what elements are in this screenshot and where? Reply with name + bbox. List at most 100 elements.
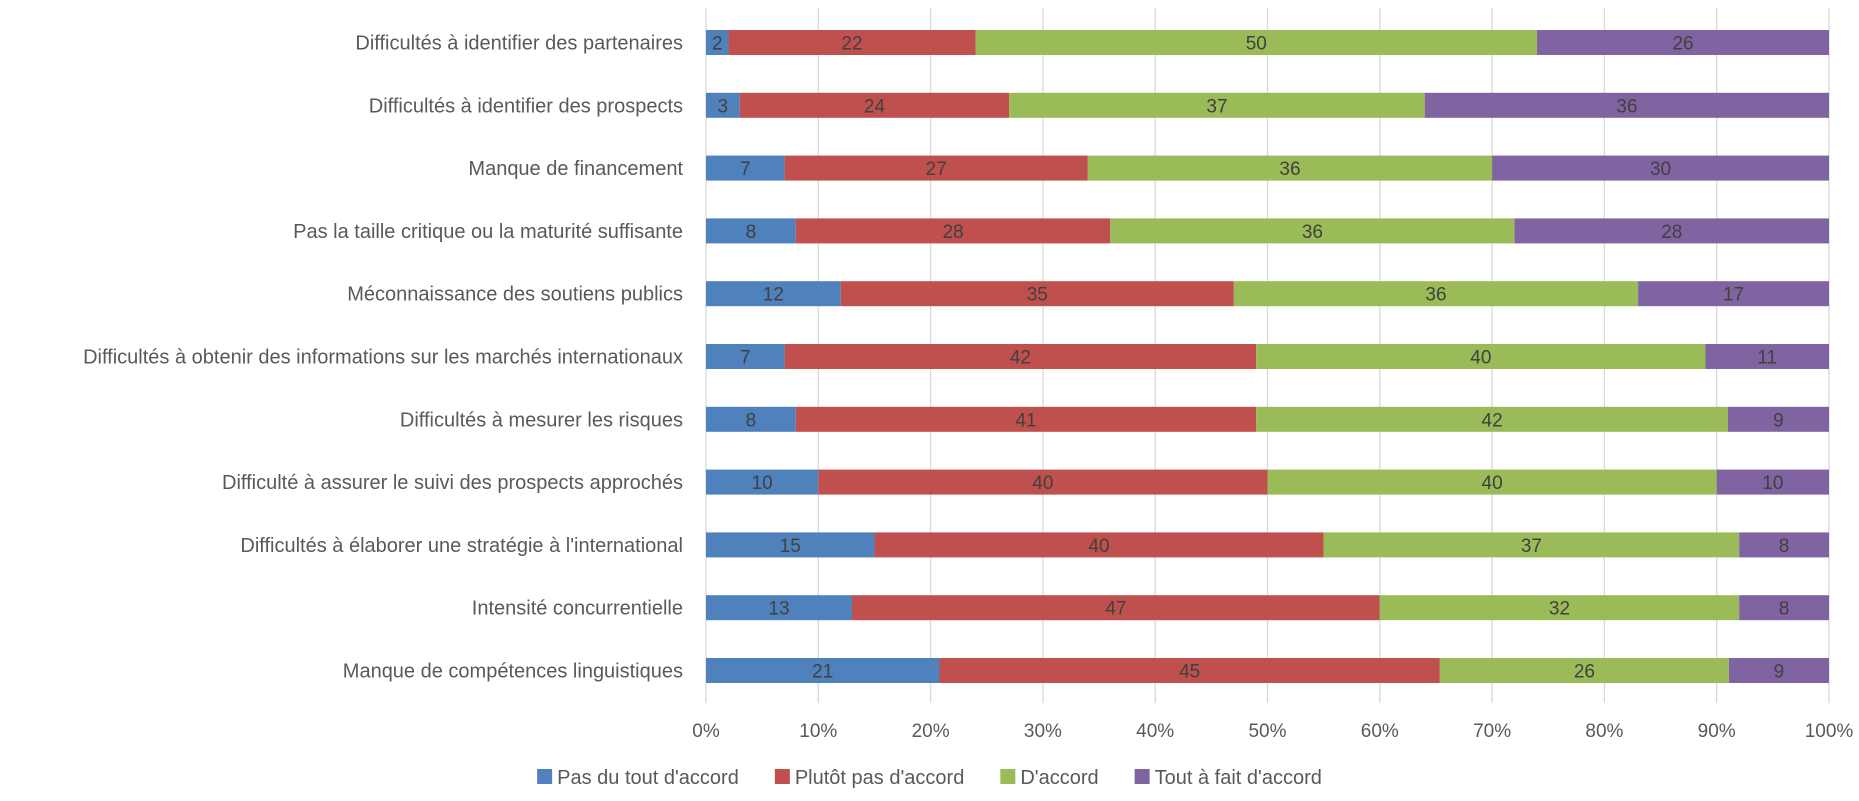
x-tick-label: 30% bbox=[1024, 721, 1062, 742]
legend-item: Plutôt pas d'accord bbox=[774, 767, 964, 789]
bar-segment bbox=[706, 658, 940, 683]
legend-label: Plutôt pas d'accord bbox=[795, 767, 964, 789]
legend-item: Tout à fait d'accord bbox=[1134, 767, 1322, 789]
x-tick-label: 20% bbox=[912, 721, 950, 742]
bar-row: 8 28 36 28 bbox=[706, 218, 1829, 244]
bar-segment bbox=[706, 406, 796, 432]
bar-segment bbox=[784, 155, 1088, 181]
bar-segment bbox=[1379, 595, 1740, 621]
category-labels: Difficultés à identifier des partenaires… bbox=[83, 33, 683, 683]
bar-segment bbox=[706, 218, 796, 244]
bar-segment bbox=[939, 658, 1440, 683]
bar-segment bbox=[706, 30, 729, 55]
data-label: 21 bbox=[812, 662, 833, 683]
x-tick-label: 60% bbox=[1361, 721, 1399, 742]
category-label: Difficultés à identifier des prospects bbox=[369, 95, 683, 117]
data-label: 36 bbox=[1279, 159, 1300, 180]
x-tick-label: 80% bbox=[1585, 721, 1623, 742]
bar-row: 21 45 26 9 bbox=[706, 658, 1829, 683]
legend-item: Pas du tout d'accord bbox=[537, 767, 739, 789]
data-label: 15 bbox=[780, 536, 801, 557]
data-label: 26 bbox=[1672, 34, 1693, 55]
bar-row: 7 27 36 30 bbox=[706, 155, 1829, 181]
x-tick-label: 40% bbox=[1136, 721, 1174, 742]
data-label: 2 bbox=[712, 34, 723, 55]
x-tick-label: 10% bbox=[799, 721, 837, 742]
bar-segment bbox=[1110, 218, 1515, 244]
bar-segment bbox=[706, 155, 785, 181]
bar-segment bbox=[1537, 30, 1829, 55]
data-label: 40 bbox=[1470, 348, 1491, 369]
bar-segment bbox=[851, 595, 1380, 621]
data-label: 50 bbox=[1246, 34, 1267, 55]
legend-swatch bbox=[1134, 769, 1150, 784]
data-label: 27 bbox=[926, 159, 947, 180]
data-label: 45 bbox=[1179, 662, 1200, 683]
category-label: Pas la taille critique ou la maturité su… bbox=[293, 221, 683, 243]
legend-swatch bbox=[537, 769, 553, 784]
category-label: Difficultés à obtenir des informations s… bbox=[83, 347, 683, 369]
x-axis-tick-labels: 0% 10% 20% 30% 40% 50% 60% 70% 80% 90% 100% bbox=[692, 721, 1853, 742]
data-label: 17 bbox=[1723, 285, 1744, 306]
data-label: 10 bbox=[752, 473, 773, 494]
bar-segment bbox=[795, 406, 1257, 432]
data-label: 9 bbox=[1774, 662, 1785, 683]
x-tick-label: 0% bbox=[692, 721, 720, 742]
data-label: 3 bbox=[718, 96, 729, 117]
category-label: Manque de financement bbox=[468, 158, 683, 180]
data-label: 24 bbox=[864, 96, 886, 117]
bar-segment bbox=[1256, 344, 1706, 369]
data-label: 7 bbox=[740, 348, 751, 369]
data-label: 32 bbox=[1549, 599, 1570, 620]
bar-segment bbox=[706, 595, 852, 621]
data-label: 40 bbox=[1032, 473, 1053, 494]
data-label: 8 bbox=[746, 222, 757, 243]
bar-row: 8 41 42 9 bbox=[706, 406, 1829, 432]
data-label: 37 bbox=[1521, 536, 1542, 557]
bar-segment bbox=[784, 344, 1257, 369]
bar-segment bbox=[1267, 469, 1717, 495]
bar-segment bbox=[818, 469, 1268, 495]
bar-segment bbox=[706, 469, 819, 495]
data-label: 11 bbox=[1757, 348, 1777, 369]
bar-row: 10 40 40 10 bbox=[706, 469, 1829, 495]
data-label: 9 bbox=[1773, 410, 1784, 431]
legend-item: D'accord bbox=[1000, 767, 1099, 789]
data-label: 37 bbox=[1206, 96, 1227, 117]
data-label: 36 bbox=[1302, 222, 1323, 243]
category-label: Intensité concurrentielle bbox=[472, 598, 683, 620]
bar-row: 12 35 36 17 bbox=[706, 281, 1829, 307]
category-label: Manque de compétences linguistiques bbox=[343, 661, 683, 683]
data-label: 10 bbox=[1762, 473, 1783, 494]
legend-label: D'accord bbox=[1020, 767, 1098, 789]
legend-swatch bbox=[774, 769, 790, 784]
bar-row: 13 47 32 8 bbox=[706, 595, 1829, 621]
data-label: 40 bbox=[1482, 473, 1503, 494]
category-label: Méconnaissance des soutiens publics bbox=[347, 284, 683, 306]
data-label: 30 bbox=[1650, 159, 1671, 180]
data-label: 8 bbox=[746, 410, 757, 431]
bar-segment bbox=[1439, 658, 1729, 683]
legend-swatch bbox=[1000, 769, 1016, 784]
data-label: 8 bbox=[1779, 536, 1790, 557]
data-label: 47 bbox=[1105, 599, 1126, 620]
bar-segment bbox=[706, 532, 875, 558]
bar-segment bbox=[975, 30, 1538, 55]
bar-segment bbox=[1256, 406, 1728, 432]
bar-segment bbox=[739, 92, 1010, 118]
bar-segment bbox=[1739, 532, 1829, 558]
x-tick-label: 100% bbox=[1805, 721, 1854, 742]
bar-segment bbox=[1087, 155, 1493, 181]
data-label: 7 bbox=[740, 159, 751, 180]
data-label: 8 bbox=[1779, 599, 1790, 620]
x-tick-label: 70% bbox=[1473, 721, 1511, 742]
bar-segment bbox=[1728, 658, 1829, 683]
bar-segment bbox=[1638, 281, 1829, 307]
bar-segment bbox=[706, 281, 841, 307]
bar-segment bbox=[706, 92, 740, 118]
data-label: 40 bbox=[1088, 536, 1109, 557]
bar-segment bbox=[795, 218, 1111, 244]
bar-segment bbox=[1716, 469, 1829, 495]
